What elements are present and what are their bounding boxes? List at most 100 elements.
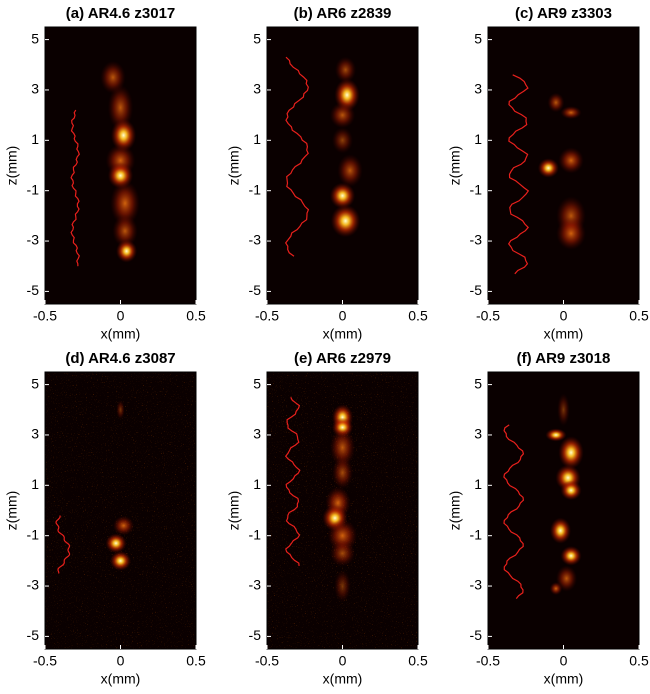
image (45, 372, 196, 649)
y-tick-label: -5 (27, 282, 40, 298)
image (488, 27, 639, 304)
intensity-blob (331, 456, 354, 490)
y-axis-label: z(mm) (226, 146, 242, 186)
image (45, 27, 196, 304)
chart-title: (b) AR6 z2839 (294, 5, 392, 22)
x-tick-label: 0 (560, 308, 568, 324)
intensity-blob (557, 393, 570, 427)
profile-line (55, 515, 71, 574)
intensity-blob (560, 546, 582, 566)
x-tick-label: 0 (117, 653, 125, 669)
profile-line (284, 396, 301, 566)
x-tick-label: -0.5 (33, 308, 57, 324)
y-tick-label: -1 (249, 526, 262, 542)
image (488, 372, 639, 649)
x-tick-label: -0.5 (255, 653, 279, 669)
x-tick-label: 0.5 (629, 308, 649, 324)
x-tick-label: 0.5 (408, 653, 428, 669)
x-tick-label: -0.5 (33, 653, 57, 669)
y-tick-label: -1 (470, 526, 483, 542)
intensity-blob (110, 118, 137, 152)
intensity-blob (558, 436, 584, 469)
x-axis-label: x(mm) (544, 326, 584, 342)
panel: -0.5 0 0.5 5 3 1 -1 -3 -5 (a) AR4.6 z3017 x(mm) z(m… (4, 5, 206, 342)
intensity-blob (545, 428, 567, 442)
y-tick-label: 3 (31, 81, 39, 97)
y-tick-label: -3 (27, 232, 40, 248)
intensity-blob (329, 102, 356, 129)
x-tick-label: 0.5 (629, 653, 649, 669)
intensity-blob (560, 106, 582, 120)
y-tick-label: -5 (470, 627, 483, 643)
y-tick-label: 1 (474, 476, 482, 492)
x-tick-label: 0 (339, 308, 347, 324)
x-tick-label: 0 (339, 653, 347, 669)
x-tick-label: 0.5 (186, 653, 206, 669)
y-tick-label: 1 (253, 131, 261, 147)
y-tick-label: 3 (31, 426, 39, 442)
profile-line (70, 109, 80, 267)
y-tick-label: -5 (249, 282, 262, 298)
x-axis-label: x(mm) (323, 326, 363, 342)
intensity-blob (329, 182, 356, 209)
y-tick-label: 5 (31, 375, 39, 391)
chart-title: (e) AR6 z2979 (294, 350, 391, 367)
y-tick-label: -1 (27, 526, 40, 542)
y-tick-label: 1 (253, 476, 261, 492)
x-tick-label: -0.5 (476, 653, 500, 669)
x-axis-label: x(mm) (544, 671, 584, 687)
intensity-blob (558, 147, 584, 174)
intensity-blob (112, 515, 135, 536)
y-axis-label: z(mm) (4, 146, 20, 186)
y-axis-label: z(mm) (226, 491, 242, 531)
intensity-blob (116, 399, 125, 420)
chart-title: (a) AR4.6 z3017 (66, 5, 176, 22)
chart-title: (d) AR4.6 z3087 (65, 350, 175, 367)
profile-line (503, 424, 525, 599)
intensity-blob (329, 540, 356, 567)
x-axis-label: x(mm) (323, 671, 363, 687)
intensity-blob (105, 533, 127, 554)
intensity-blob (334, 56, 357, 83)
x-tick-label: 0 (117, 308, 125, 324)
x-tick-label: 0.5 (408, 308, 428, 324)
y-tick-label: 1 (31, 131, 39, 147)
x-tick-label: 0 (560, 653, 568, 669)
x-axis-label: x(mm) (101, 326, 141, 342)
intensity-blob (330, 204, 361, 238)
intensity-blob (560, 480, 582, 501)
y-tick-label: 1 (31, 476, 39, 492)
intensity-blob (547, 92, 565, 113)
panel: -0.5 0 0.5 5 3 1 -1 -3 -5 (b) AR6 z2839 x(mm) z(mm) (226, 5, 428, 342)
y-tick-label: -5 (249, 627, 262, 643)
chart-title: (c) AR9 z3303 (515, 5, 612, 22)
intensity-blob (112, 214, 138, 248)
x-tick-label: -0.5 (476, 308, 500, 324)
y-tick-label: 5 (253, 375, 261, 391)
intensity-blob (549, 517, 572, 544)
x-tick-label: 0.5 (186, 308, 206, 324)
x-tick-label: -0.5 (255, 308, 279, 324)
y-tick-label: 3 (253, 426, 261, 442)
y-tick-label: 5 (474, 375, 482, 391)
intensity-blob (334, 569, 351, 603)
y-tick-label: -3 (470, 232, 483, 248)
intensity-blob (337, 154, 363, 187)
panel: -0.5 0 0.5 5 3 1 -1 -3 -5 (e) AR6 z2979 x(mm) z(mm) (226, 350, 428, 687)
y-tick-label: 3 (253, 81, 261, 97)
panel: -0.5 0 0.5 5 3 1 -1 -3 -5 (c) AR9 z3303 x(mm) z(mm) (447, 5, 649, 342)
y-tick-label: -1 (27, 181, 40, 197)
y-tick-label: 3 (474, 426, 482, 442)
y-tick-label: 5 (31, 30, 39, 46)
y-tick-label: -5 (470, 282, 483, 298)
intensity-blob (107, 84, 134, 131)
intensity-blob (109, 551, 132, 571)
y-tick-label: -1 (470, 181, 483, 197)
y-tick-label: 1 (474, 131, 482, 147)
panel: -0.5 0 0.5 5 3 1 -1 -3 -5 (d) AR4.6 z3087 x(mm) z(m… (4, 350, 206, 687)
profile-line (284, 56, 310, 257)
y-tick-label: -3 (470, 577, 483, 593)
chart-title: (f) AR9 z3018 (517, 350, 611, 367)
y-axis-label: z(mm) (447, 146, 463, 186)
y-tick-label: -1 (249, 181, 262, 197)
